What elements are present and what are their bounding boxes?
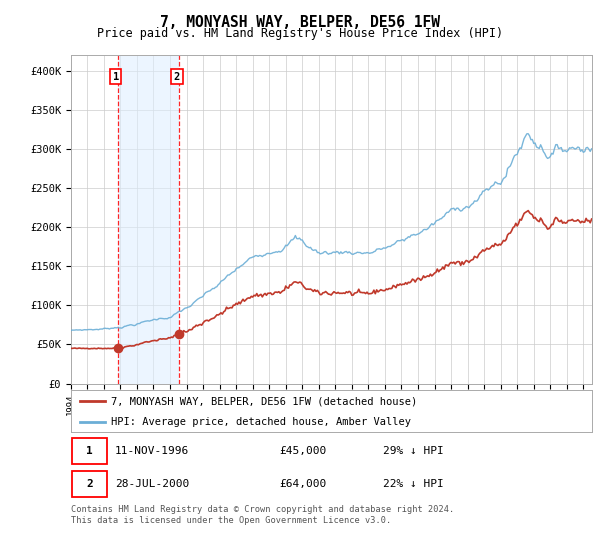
Text: 1: 1	[86, 446, 93, 456]
Text: 28-JUL-2000: 28-JUL-2000	[115, 479, 190, 489]
Text: 7, MONYASH WAY, BELPER, DE56 1FW: 7, MONYASH WAY, BELPER, DE56 1FW	[160, 15, 440, 30]
Bar	[118, 55, 179, 384]
Text: Price paid vs. HM Land Registry's House Price Index (HPI): Price paid vs. HM Land Registry's House …	[97, 27, 503, 40]
Text: £64,000: £64,000	[279, 479, 326, 489]
Text: 22% ↓ HPI: 22% ↓ HPI	[383, 479, 444, 489]
FancyBboxPatch shape	[72, 472, 107, 497]
Text: 11-NOV-1996: 11-NOV-1996	[115, 446, 190, 456]
Text: 2: 2	[174, 72, 180, 82]
Text: 29% ↓ HPI: 29% ↓ HPI	[383, 446, 444, 456]
Text: Contains HM Land Registry data © Crown copyright and database right 2024.
This d: Contains HM Land Registry data © Crown c…	[71, 505, 454, 525]
FancyBboxPatch shape	[72, 438, 107, 464]
Text: 1: 1	[113, 72, 119, 82]
Text: HPI: Average price, detached house, Amber Valley: HPI: Average price, detached house, Ambe…	[112, 417, 412, 427]
Text: 7, MONYASH WAY, BELPER, DE56 1FW (detached house): 7, MONYASH WAY, BELPER, DE56 1FW (detach…	[112, 396, 418, 406]
Text: 2: 2	[86, 479, 93, 489]
Text: £45,000: £45,000	[279, 446, 326, 456]
